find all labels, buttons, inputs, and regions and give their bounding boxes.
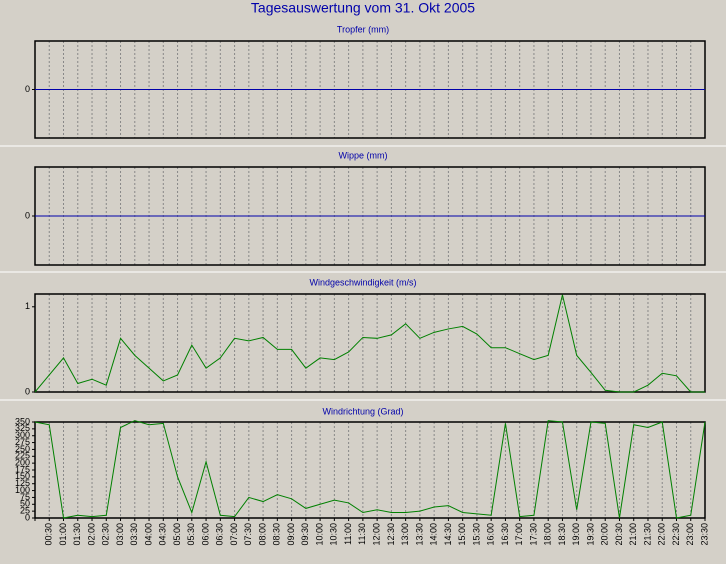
panel-title: Tropfer (mm) <box>337 24 389 34</box>
y-tick-label: 250 <box>15 444 30 454</box>
x-tick-label: 16:30 <box>500 523 510 546</box>
x-tick-label: 19:00 <box>571 523 581 546</box>
x-tick-label: 05:00 <box>172 523 182 546</box>
x-tick-label: 07:30 <box>243 523 253 546</box>
x-tick-label: 06:00 <box>200 523 210 546</box>
y-tick-label: 175 <box>15 464 30 474</box>
x-tick-label: 13:30 <box>414 523 424 546</box>
x-tick-label: 21:30 <box>642 523 652 546</box>
x-tick-label: 16:00 <box>486 523 496 546</box>
x-tick-label: 02:00 <box>86 523 96 546</box>
x-tick-label: 01:00 <box>58 523 68 546</box>
x-tick-label: 09:00 <box>286 523 296 546</box>
y-tick-label: 50 <box>20 499 30 509</box>
x-tick-label: 03:00 <box>115 523 125 546</box>
x-tick-label: 10:30 <box>329 523 339 546</box>
x-tick-label: 15:30 <box>471 523 481 546</box>
y-tick-label: 100 <box>15 485 30 495</box>
plot-area <box>35 422 705 518</box>
y-tick-label: 0 <box>25 386 30 396</box>
series-line <box>34 294 705 393</box>
x-tick-label: 22:30 <box>671 523 681 546</box>
x-tick-label: 18:30 <box>557 523 567 546</box>
y-tick-label: 225 <box>15 451 30 461</box>
x-tick-label: 04:30 <box>158 523 168 546</box>
y-tick-label: 25 <box>20 506 30 516</box>
y-tick-label: 275 <box>15 437 30 447</box>
x-tick-label: 06:30 <box>215 523 225 546</box>
x-tick-label: 22:00 <box>657 523 667 546</box>
x-tick-label: 09:30 <box>300 523 310 546</box>
x-tick-label: 23:30 <box>699 523 709 546</box>
plot-border <box>34 293 706 393</box>
y-tick-label: 125 <box>15 478 30 488</box>
x-tick-label: 17:00 <box>514 523 524 546</box>
x-tick-label: 15:00 <box>457 523 467 546</box>
x-tick-label: 14:30 <box>443 523 453 546</box>
y-tick-label: 300 <box>15 430 30 440</box>
plot-area <box>35 294 705 392</box>
x-tick-label: 10:00 <box>314 523 324 546</box>
panel-title: Windrichtung (Grad) <box>322 406 403 416</box>
x-tick-label: 21:00 <box>628 523 638 546</box>
x-tick-label: 01:30 <box>72 523 82 546</box>
x-tick-label: 20:00 <box>600 523 610 546</box>
x-tick-label: 04:00 <box>143 523 153 546</box>
x-tick-label: 12:30 <box>386 523 396 546</box>
x-tick-label: 11:00 <box>343 523 353 545</box>
x-tick-label: 05:30 <box>186 523 196 546</box>
x-tick-label: 23:00 <box>685 523 695 546</box>
x-tick-label: 13:00 <box>400 523 410 546</box>
page-title: Tagesauswertung vom 31. Okt 2005 <box>251 0 475 16</box>
y-tick-label: 350 <box>15 416 30 426</box>
y-tick-label: 325 <box>15 423 30 433</box>
x-tick-label: 19:30 <box>585 523 595 546</box>
x-tick-label: 20:30 <box>614 523 624 546</box>
y-tick-label: 0 <box>25 210 30 220</box>
y-tick-label: 0 <box>25 512 30 522</box>
panel-title: Wippe (mm) <box>339 150 388 160</box>
x-tick-label: 11:30 <box>357 523 367 545</box>
x-tick-label: 18:00 <box>543 523 553 546</box>
y-tick-label: 1 <box>25 301 30 311</box>
plot-border <box>34 421 706 519</box>
x-tick-label: 17:30 <box>528 523 538 546</box>
y-tick-label: 0 <box>25 84 30 94</box>
series-line <box>34 420 706 519</box>
x-tick-label: 08:30 <box>272 523 282 546</box>
x-tick-label: 08:00 <box>257 523 267 546</box>
x-tick-label: 07:00 <box>229 523 239 546</box>
x-tick-label: 02:30 <box>101 523 111 546</box>
x-tick-label: 00:30 <box>44 523 54 546</box>
x-tick-label: 14:00 <box>429 523 439 546</box>
y-tick-label: 75 <box>20 492 30 502</box>
panel-title: Windgeschwindigkeit (m/s) <box>309 277 416 287</box>
y-tick-label: 200 <box>15 458 30 468</box>
y-tick-label: 150 <box>15 471 30 481</box>
x-tick-label: 03:30 <box>129 523 139 546</box>
x-tick-label: 12:00 <box>372 523 382 546</box>
